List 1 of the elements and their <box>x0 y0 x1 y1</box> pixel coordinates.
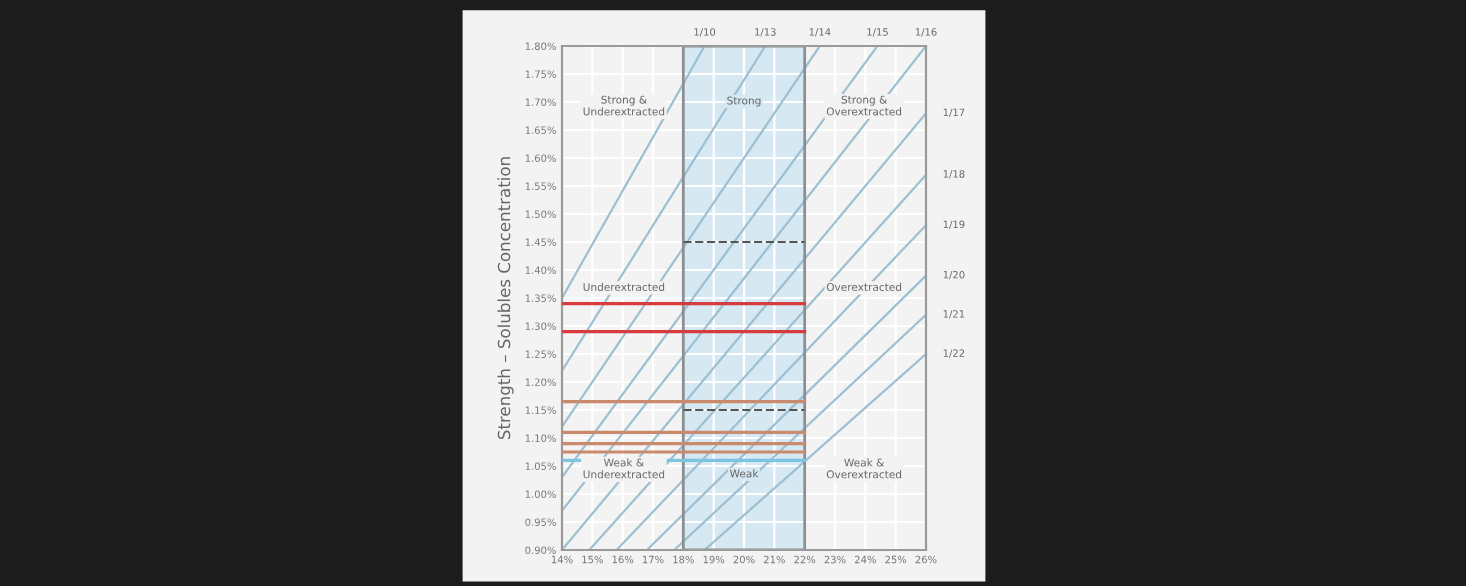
y-axis-title: Strength – Solubles Concentration <box>497 157 514 440</box>
